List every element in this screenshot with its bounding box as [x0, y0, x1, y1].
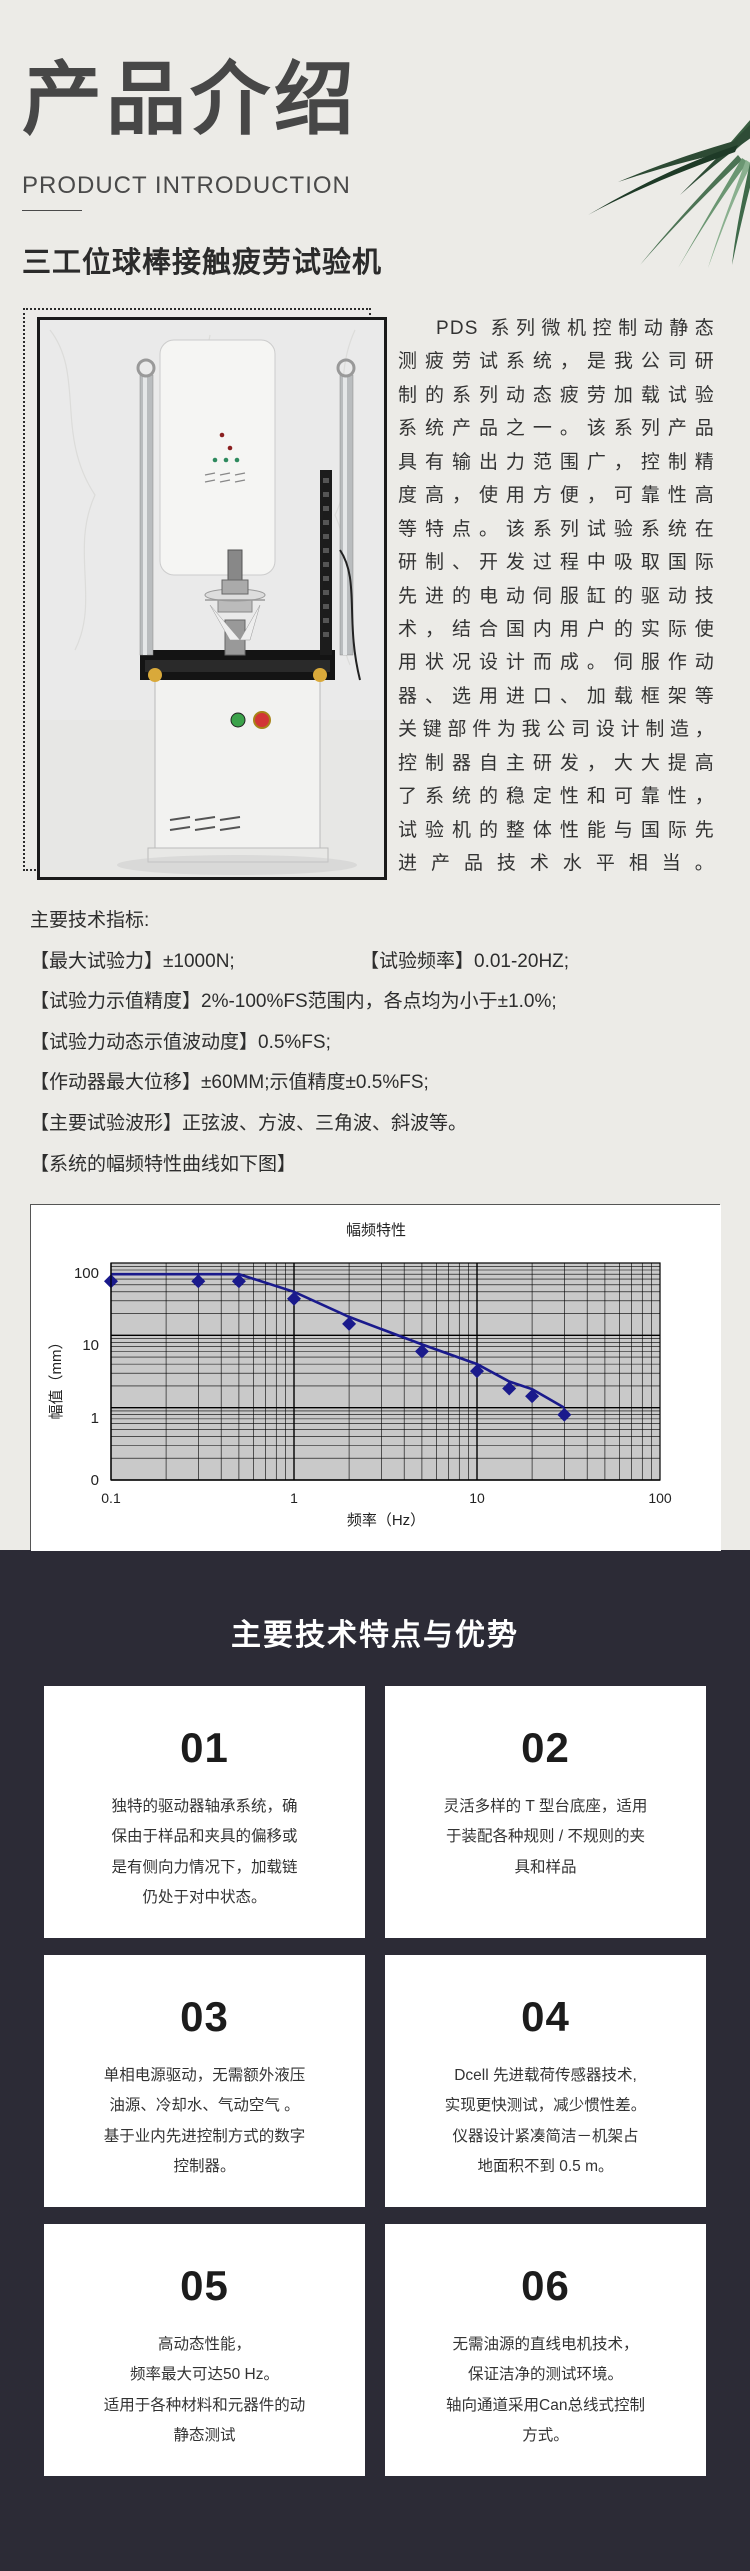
svg-text:1: 1 — [290, 1490, 298, 1506]
svg-text:0: 0 — [91, 1472, 99, 1489]
svg-text:幅频特性: 幅频特性 — [346, 1222, 406, 1239]
svg-text:1: 1 — [91, 1410, 99, 1427]
svg-text:频率（Hz）: 频率（Hz） — [347, 1512, 425, 1529]
svg-text:0.1: 0.1 — [101, 1490, 121, 1506]
svg-text:100: 100 — [74, 1265, 99, 1282]
svg-text:幅值（mm）: 幅值（mm） — [48, 1335, 65, 1420]
svg-text:10: 10 — [82, 1337, 99, 1354]
svg-text:10: 10 — [469, 1490, 485, 1506]
svg-text:100: 100 — [648, 1490, 672, 1506]
